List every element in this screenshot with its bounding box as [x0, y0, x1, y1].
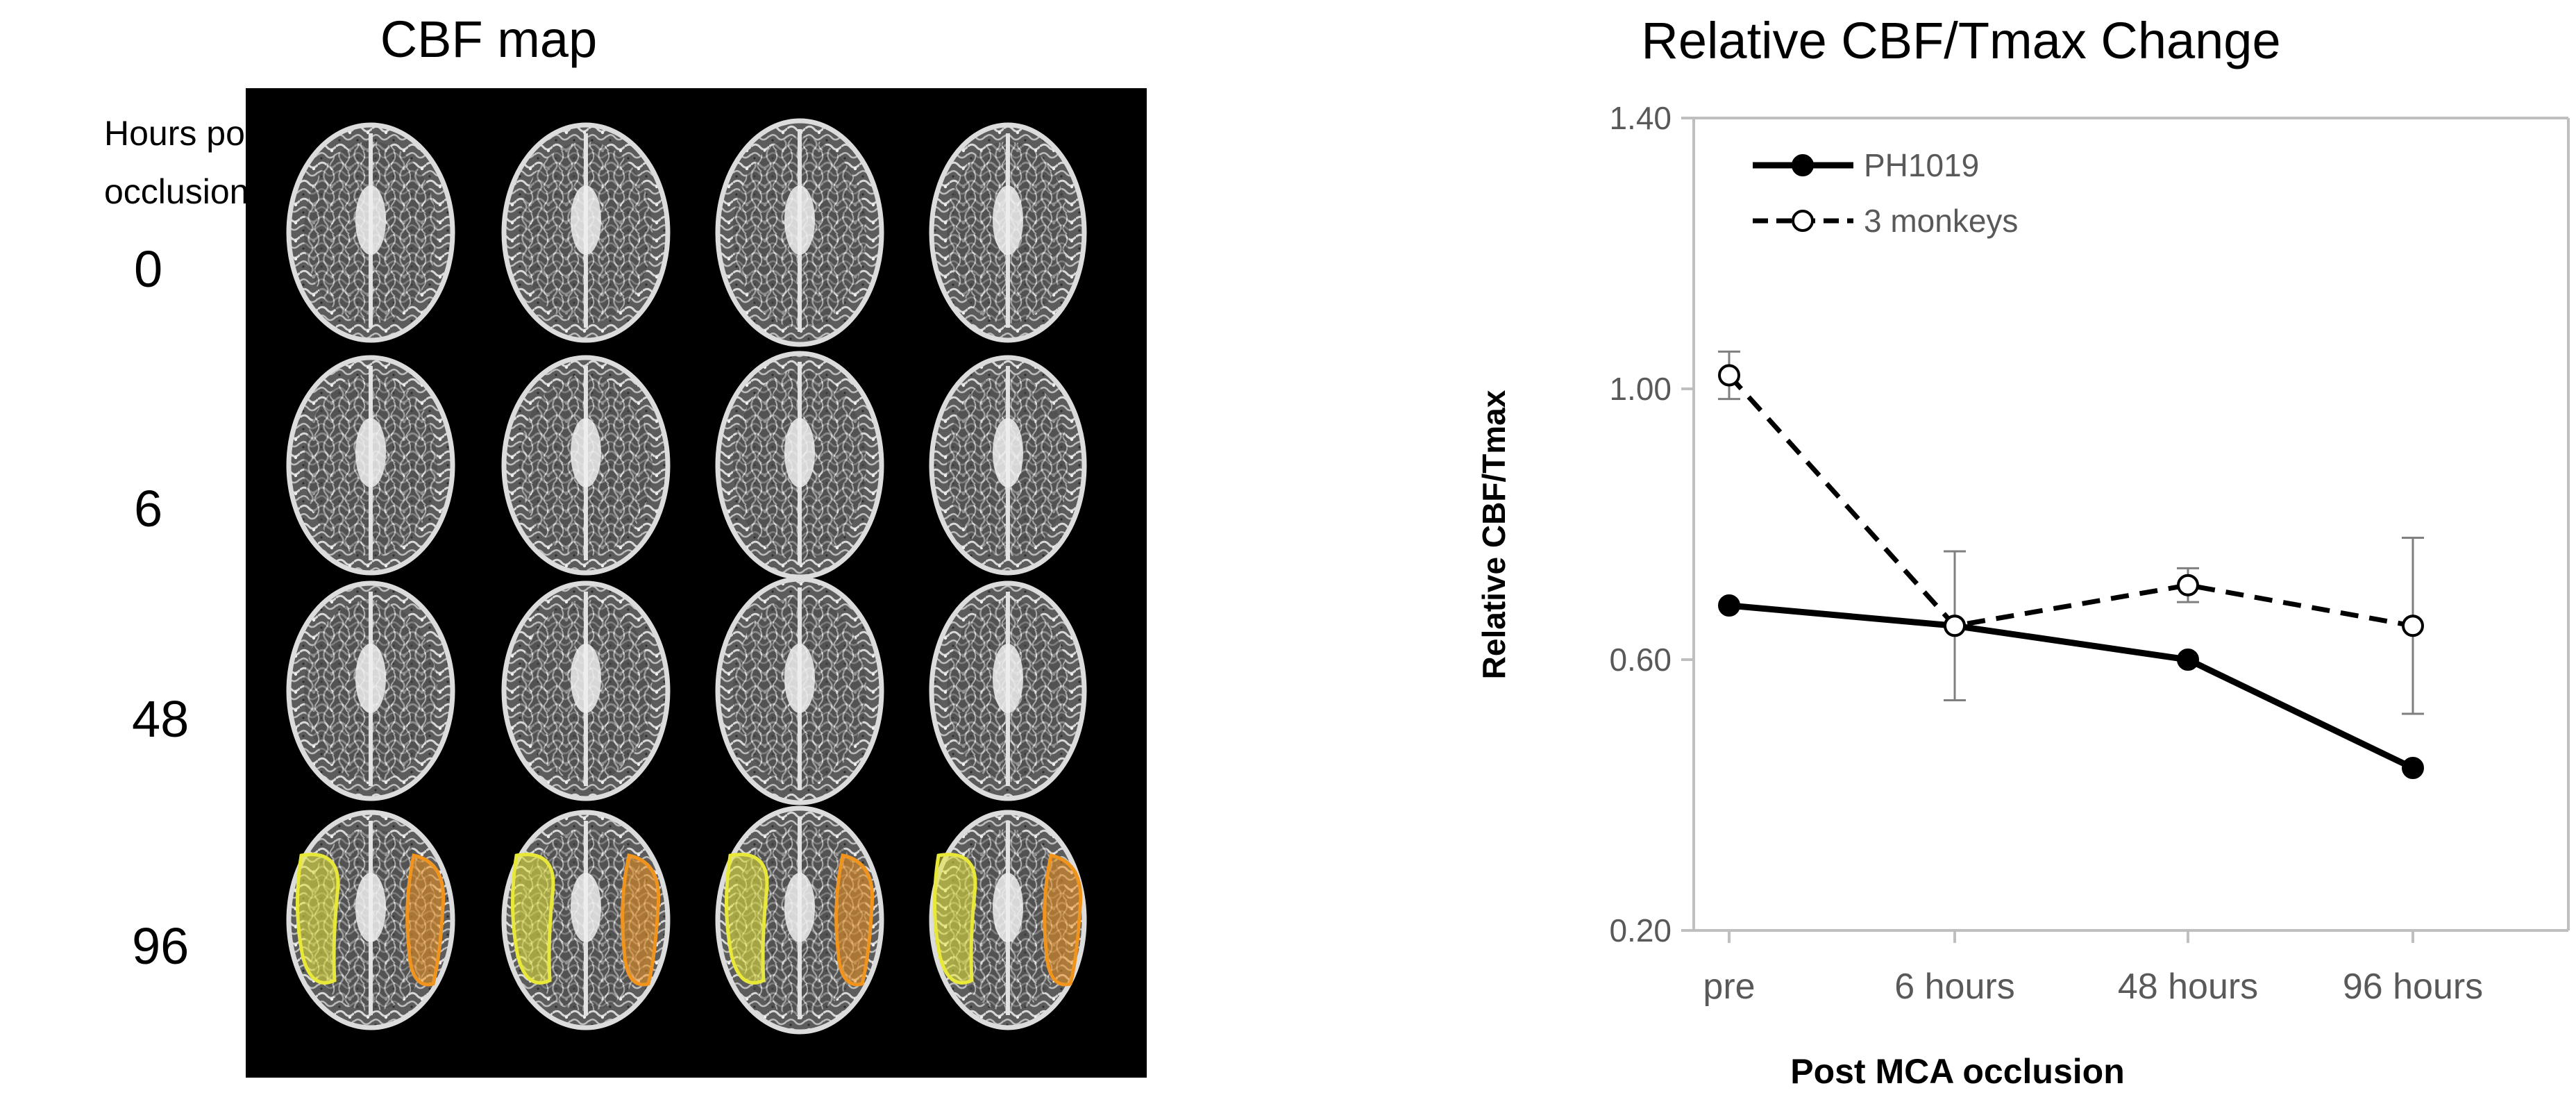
y-axis-label: Relative CBF/Tmax [1476, 390, 1512, 679]
brain-slice [501, 580, 671, 801]
data-point [1718, 364, 1740, 387]
row-label-48: 48 [132, 690, 190, 748]
data-point [1718, 594, 1740, 617]
brain-slice [715, 118, 884, 347]
row-header-line-1: Hours post [104, 114, 272, 153]
y-tick-label: 0.60 [1609, 642, 1672, 678]
series-line-ph1019 [1728, 602, 2414, 771]
brain-slice [715, 576, 884, 805]
roi-left-hemisphere [932, 853, 977, 985]
data-point [1944, 615, 1966, 637]
legend-label: 3 monkeys [1864, 203, 2018, 239]
roi-left-hemisphere [510, 853, 555, 985]
brain-slice [929, 580, 1087, 801]
chart-title: Relative CBF/Tmax Change [1641, 12, 2280, 69]
legend-label: PH1019 [1864, 147, 1979, 183]
data-point [2177, 649, 2199, 671]
row-label-0: 0 [134, 240, 163, 298]
roi-left-hemisphere [724, 853, 769, 985]
data-point [2402, 615, 2424, 637]
row-label-6: 6 [134, 480, 163, 537]
row-axis-header: Hours post occlusion [104, 104, 272, 221]
y-tick-label: 1.40 [1609, 100, 1672, 136]
brain-slice [501, 122, 671, 343]
brain-slice [929, 122, 1087, 343]
x-tick-label: 48 hours [2118, 967, 2258, 1007]
y-tick-label: 0.20 [1609, 912, 1672, 948]
series-line-3-monkeys [1727, 374, 2414, 629]
legend-marker [1792, 154, 1814, 176]
y-tick-label: 1.00 [1609, 371, 1672, 407]
data-point [2177, 574, 2199, 596]
roi-right-hemisphere [834, 853, 875, 987]
x-axis-label: Post MCA occlusion [1790, 1052, 2125, 1091]
brain-slice [501, 810, 671, 1030]
brain-slice [715, 351, 884, 580]
brain-slice [286, 810, 455, 1030]
roi-right-hemisphere [405, 853, 446, 987]
roi-right-hemisphere [621, 853, 661, 987]
row-label-96: 96 [132, 917, 190, 975]
x-tick-label: 96 hours [2343, 967, 2483, 1007]
x-tick-label: 6 hours [1894, 967, 2014, 1007]
roi-right-hemisphere [1043, 853, 1083, 987]
legend-marker [1792, 210, 1814, 232]
x-tick-label: pre [1703, 967, 1755, 1007]
cbf-map-slices [286, 118, 1087, 1035]
roi-left-hemisphere [295, 853, 340, 985]
brain-slice [715, 805, 884, 1035]
brain-slice [501, 355, 671, 576]
data-point [2402, 757, 2424, 779]
brain-slice [929, 810, 1087, 1030]
brain-slice [929, 355, 1087, 576]
brain-slice [286, 355, 455, 576]
legend: PH1019 3 monkeys [1753, 147, 2018, 239]
cbf-map-image-panel [246, 88, 1147, 1078]
brain-slice [286, 580, 455, 801]
cbf-tmax-line-chart: Relative CBF/Tmax Change 0.20 0.60 1.00 1.4… [1476, 12, 2570, 1091]
cbf-map-title: CBF map [380, 10, 598, 68]
row-header-line-2: occlusion [104, 172, 249, 211]
brain-slice [286, 122, 455, 343]
